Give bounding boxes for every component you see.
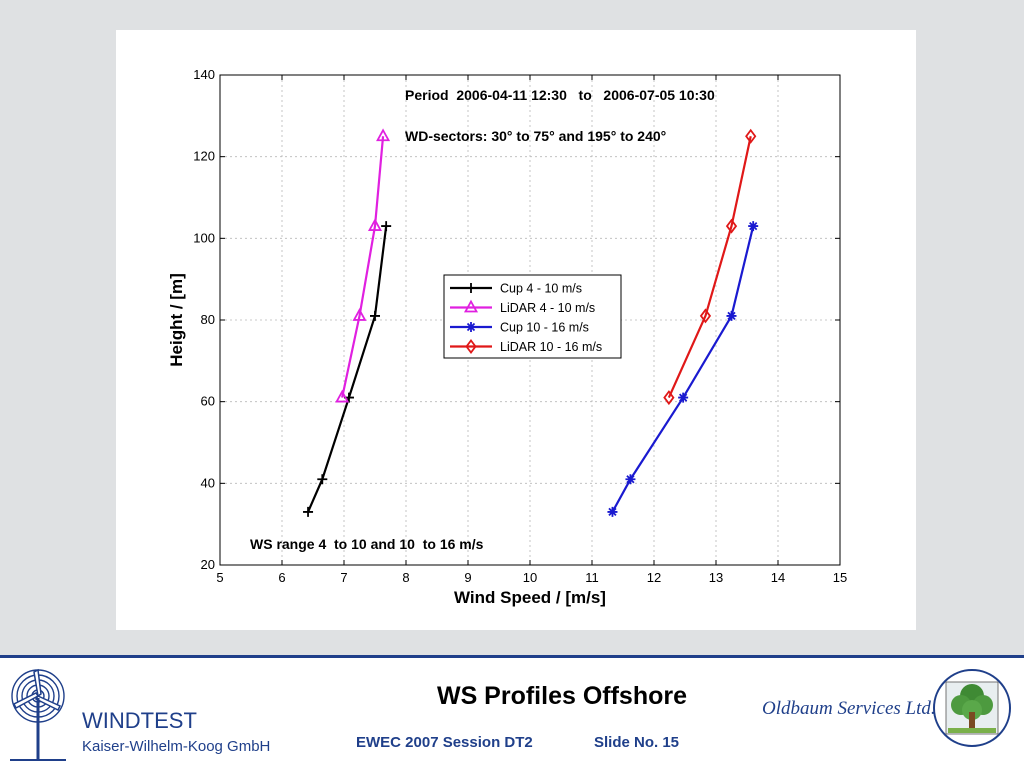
x-tick-label: 14: [771, 570, 785, 585]
data-point: [745, 128, 757, 144]
data-point: [607, 506, 618, 517]
x-axis-label: Wind Speed / [m/s]: [454, 588, 606, 607]
legend-marker: [465, 339, 477, 354]
data-point: [678, 392, 689, 403]
marker-star: [625, 474, 636, 485]
data-point: [367, 218, 383, 231]
x-tick-label: 7: [340, 570, 347, 585]
marker-triangle: [367, 218, 383, 231]
data-point: [335, 389, 350, 403]
marker-plus: [466, 283, 476, 293]
y-tick-label: 20: [201, 557, 215, 572]
legend-label: Cup 10 - 16 m/s: [500, 321, 589, 335]
y-tick-label: 140: [193, 67, 215, 82]
marker-diamond: [465, 339, 477, 354]
series-cup-10-16-m-s: [607, 221, 759, 517]
marker-diamond: [745, 128, 757, 144]
data-point: [303, 506, 314, 517]
y-tick-label: 80: [201, 312, 215, 327]
series-lidar-4-10-m-s: [335, 128, 391, 403]
slide-title: WS Profiles Offshore: [436, 682, 688, 710]
legend-label: LiDAR 4 - 10 m/s: [500, 301, 595, 315]
x-tick-label: 11: [585, 570, 599, 585]
marker-diamond: [725, 218, 738, 234]
data-point: [625, 474, 636, 485]
chart-panel: 5 6 7 8 9 10 11 12 13 14 15 20 40 60 80 100 120 140 Wind S…: [116, 30, 916, 630]
y-axis-label: Height / [m]: [167, 273, 186, 367]
marker-star: [466, 322, 476, 332]
marker-star: [748, 221, 759, 232]
x-tick-label: 15: [833, 570, 847, 585]
y-tick-label: 120: [193, 149, 215, 164]
y-tick-label: 100: [193, 230, 215, 245]
slide-footer: WINDTEST Kaiser-Wilhelm-Koog GmbH WS Pro…: [0, 658, 1024, 768]
marker-triangle: [352, 308, 367, 321]
series-lidar-10-16-m-s: [663, 128, 757, 406]
series-line: [667, 136, 752, 399]
data-point: [699, 308, 712, 324]
x-tick-label: 8: [402, 570, 409, 585]
company-name: WINDTEST: [82, 708, 197, 733]
legend-label: LiDAR 10 - 16 m/s: [500, 340, 602, 354]
wind-profile-chart: 5 6 7 8 9 10 11 12 13 14 15 20 40 60 80 100 120 140 Wind S…: [167, 67, 847, 607]
chart-annotation: Period 2006-04-11 12:30 to 2006-07-05 10…: [405, 87, 715, 103]
x-tick-label: 9: [464, 570, 471, 585]
x-tick-label: 5: [216, 570, 223, 585]
data-point: [726, 310, 737, 321]
x-tick-label: 12: [647, 570, 661, 585]
data-point: [748, 221, 759, 232]
marker-plus: [303, 506, 314, 517]
data-point: [376, 128, 391, 142]
marker-star: [678, 392, 689, 403]
legend: Cup 4 - 10 m/s LiDAR 4 - 10 m/s Cup 10 - 1…: [443, 274, 622, 359]
series-cup-4-10-m-s: [303, 221, 392, 517]
marker-diamond: [699, 308, 712, 324]
tree-logo-icon: [933, 669, 1011, 747]
marker-plus: [381, 221, 392, 232]
y-tick-label: 60: [201, 394, 215, 409]
legend-marker: [466, 322, 476, 332]
footer-divider: [0, 655, 1024, 658]
company-subtitle: Kaiser-Wilhelm-Koog GmbH: [82, 738, 271, 755]
data-point: [352, 308, 367, 321]
marker-triangle: [376, 128, 391, 142]
x-tick-label: 13: [709, 570, 723, 585]
session-label: EWEC 2007 Session DT2: [356, 734, 533, 751]
legend-label: Cup 4 - 10 m/s: [500, 282, 582, 296]
series-line: [341, 136, 385, 398]
x-tick-label: 10: [523, 570, 537, 585]
marker-star: [726, 310, 737, 321]
marker-triangle: [335, 389, 350, 403]
x-tick-label: 6: [278, 570, 285, 585]
chart-annotation: WS range 4 to 10 and 10 to 16 m/s: [250, 536, 484, 552]
data-point: [663, 390, 675, 406]
marker-star: [607, 506, 618, 517]
data-point: [317, 474, 328, 485]
data-point: [725, 218, 738, 234]
marker-triangle: [463, 299, 479, 313]
legend-marker: [463, 299, 479, 313]
wind-turbine-logo-icon: [10, 668, 66, 761]
y-tick-label: 40: [201, 475, 215, 490]
data-point: [370, 310, 380, 321]
data-point: [381, 221, 392, 232]
chart-annotation: WD-sectors: 30° to 75° and 195° to 240°: [405, 128, 666, 144]
marker-plus: [317, 474, 328, 485]
partner-name: Oldbaum Services Ltd.: [762, 698, 936, 719]
legend-marker: [466, 283, 476, 293]
marker-plus: [370, 310, 380, 321]
marker-diamond: [663, 390, 675, 406]
slide-number: Slide No. 15: [594, 734, 680, 751]
